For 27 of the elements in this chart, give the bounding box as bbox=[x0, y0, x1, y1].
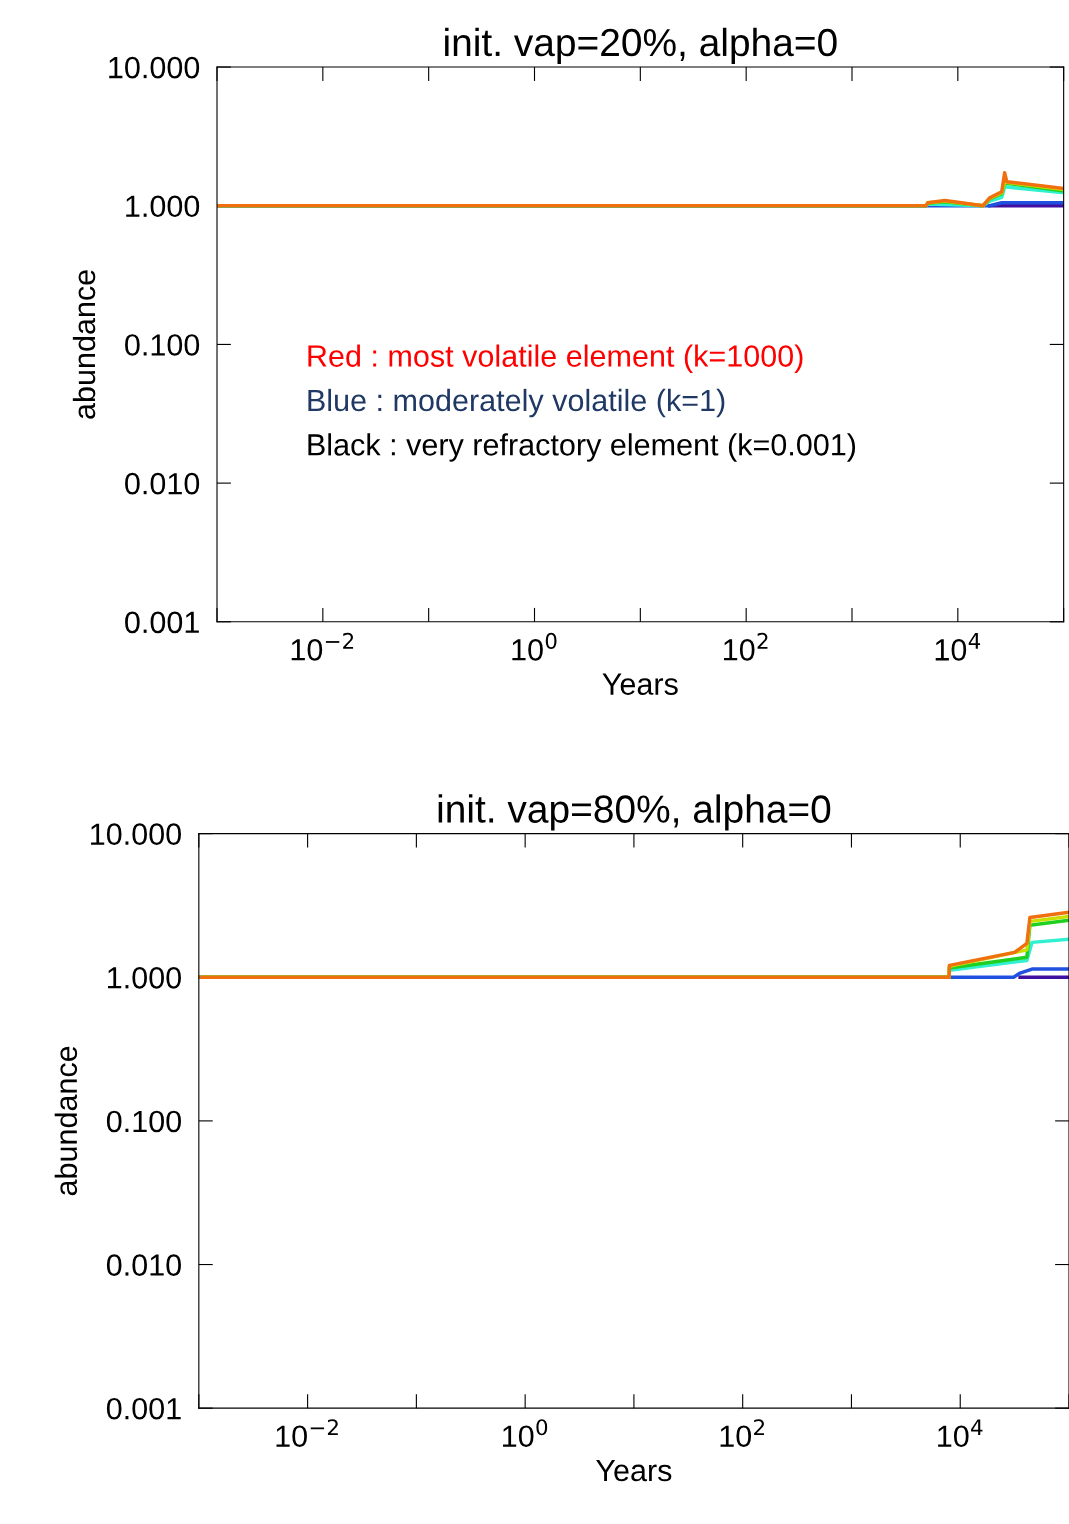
x-axis-title: Years bbox=[596, 1460, 672, 1482]
y-tick-label: 0.100 bbox=[106, 1110, 181, 1133]
x-tick-label: 10$^{2}$ bbox=[724, 632, 768, 661]
chart-title: init. vap=20%, alpha=0 bbox=[445, 27, 837, 65]
y-tick-label: 10.000 bbox=[91, 823, 181, 845]
x-tick-label: 10$^{2}$ bbox=[720, 1419, 764, 1448]
annotation: Red : most volatile element (k=1000) bbox=[308, 344, 803, 373]
y-tick-label: 1.000 bbox=[108, 967, 181, 989]
x-tick-label: 10$^{0}$ bbox=[512, 632, 557, 661]
y-tick-label: 0.001 bbox=[106, 1397, 181, 1420]
y-tick-label: 1.000 bbox=[126, 195, 200, 218]
annotation: Blue : moderately volatile (k=1) bbox=[308, 388, 725, 418]
x-axis-title: Years bbox=[602, 673, 678, 695]
y-axis-title: abundance bbox=[54, 1046, 78, 1196]
x-tick-label: 10$^{4}$ bbox=[938, 1419, 983, 1448]
annotation: Black : very refractory element (k=0.001) bbox=[308, 433, 856, 462]
y-axis-title: abundance bbox=[72, 270, 96, 419]
y-tick-label: 0.010 bbox=[106, 1254, 181, 1276]
chart-title: init. vap=80%, alpha=0 bbox=[438, 794, 831, 831]
y-tick-label: 0.001 bbox=[125, 611, 199, 634]
x-tick-label: 10$^{−2}$ bbox=[276, 1419, 338, 1448]
x-tick-label: 10$^{−2}$ bbox=[291, 632, 354, 661]
x-tick-label: 10$^{0}$ bbox=[503, 1419, 548, 1448]
y-tick-label: 10.000 bbox=[109, 56, 200, 79]
y-tick-label: 0.010 bbox=[125, 472, 200, 495]
x-tick-label: 10$^{4}$ bbox=[935, 633, 981, 661]
y-tick-label: 0.100 bbox=[125, 334, 200, 356]
